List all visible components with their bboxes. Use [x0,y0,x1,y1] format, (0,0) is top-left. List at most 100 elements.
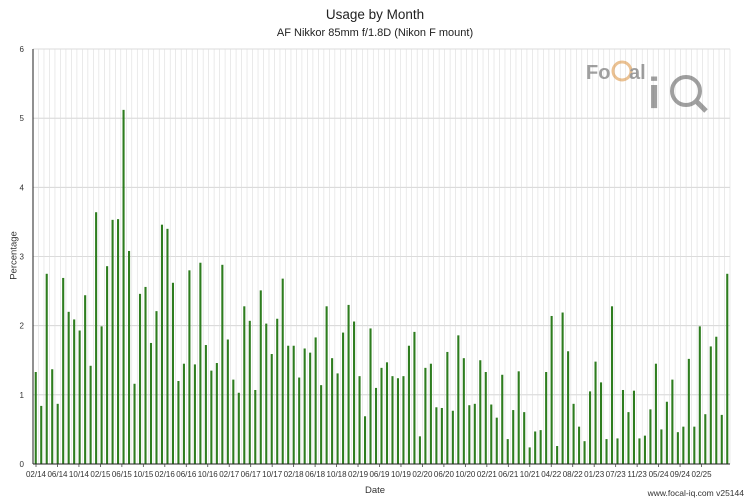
bar [237,392,240,464]
bar [117,219,120,464]
bar [363,416,367,464]
bar [353,321,356,464]
bar [539,430,542,464]
bar [215,363,218,464]
bar [402,376,405,464]
bar [56,403,59,464]
bar [380,367,383,464]
bar [589,391,592,465]
bar [479,360,482,464]
bar [320,385,323,464]
x-tick-label: 02/19 [348,470,369,479]
bar [276,318,279,464]
bar [446,351,449,464]
bar [391,376,394,464]
bar [385,362,389,464]
x-tick-label: 02/17 [219,470,240,479]
bar [298,377,301,464]
bar [610,306,614,464]
bar [89,365,92,464]
bar [468,405,471,464]
bar [84,295,87,464]
bar [698,326,701,464]
bar [193,364,196,464]
x-tick-label: 02/15 [90,470,111,479]
x-tick-label: 01/23 [584,470,605,479]
bar [506,439,509,464]
x-tick-label: 06/21 [498,470,519,479]
x-tick-label: 06/14 [47,470,68,479]
bar [171,282,174,464]
magnifier-handle [694,99,708,113]
bar [248,320,251,464]
x-tick-label: 10/14 [69,470,90,479]
bar [226,339,229,464]
bar [709,346,712,464]
logo-text-al: al [629,62,646,84]
bar [358,376,361,464]
bar [561,312,564,464]
bar [501,374,504,464]
x-tick-label: 08/22 [563,470,584,479]
bar [512,410,515,464]
bar [632,390,635,464]
x-tick-label: 02/18 [284,470,305,479]
bar [605,439,608,464]
bar [106,266,109,464]
bar [693,426,696,464]
bar [309,352,312,464]
bar [122,109,125,465]
y-tick-label: 6 [20,45,25,54]
bar [100,326,103,464]
x-tick-label: 02/14 [26,470,47,479]
bar [40,405,43,464]
x-tick-label: 02/21 [477,470,498,479]
bar [490,404,493,464]
bar [188,270,191,464]
bar [95,212,98,464]
y-tick-label: 3 [20,253,25,262]
bar [676,432,679,464]
bar [550,315,553,464]
x-tick-label: 10/21 [520,470,541,479]
bar [199,262,202,464]
bar [556,446,559,464]
bar [451,410,454,464]
bar [517,371,520,464]
bar [51,369,54,464]
bar [572,403,575,464]
x-tick-label: 06/19 [369,470,390,479]
x-tick-label: 10/16 [198,470,219,479]
bar [78,330,81,464]
bar [621,389,625,464]
bar [149,342,153,464]
bar [567,351,570,464]
bar [643,435,646,464]
bar [583,441,586,464]
bar [687,358,690,464]
bar [374,387,378,464]
bar [45,273,48,464]
bar [616,438,619,464]
bar [627,412,630,465]
bar [682,426,685,464]
bar [418,436,421,464]
x-tick-label: 06/18 [305,470,326,479]
bar [34,372,37,464]
bar [429,363,432,464]
bar [111,219,114,464]
y-tick-label: 4 [20,183,25,192]
magnifier-icon [670,75,702,107]
bar [243,306,246,464]
bar [704,414,707,464]
chart-subtitle: AF Nikkor 85mm f/1.8D (Nikon F mount) [276,27,474,39]
bar [413,331,416,464]
bar [523,412,526,465]
bar [484,372,487,464]
bar [665,401,668,464]
x-tick-label: 10/20 [455,470,476,479]
bar [128,250,131,464]
x-tick-label: 02/20 [412,470,433,479]
bar [73,319,76,464]
x-tick-label: 02/16 [155,470,176,479]
